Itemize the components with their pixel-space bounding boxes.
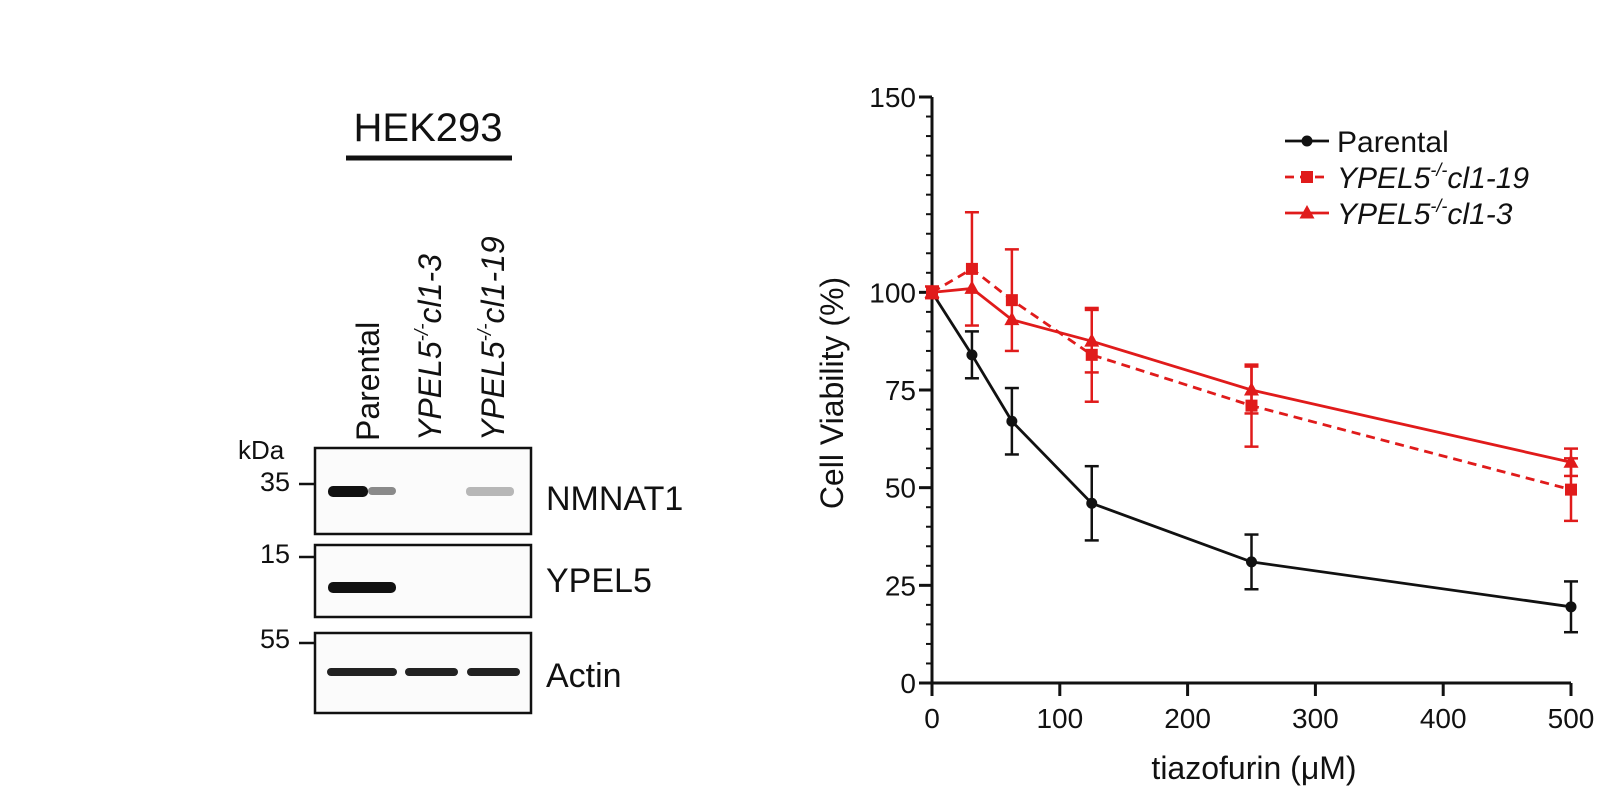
legend-label-tail: cl1-19	[1447, 162, 1529, 195]
lane-label-cl1-3: YPEL5-/-cl1-3	[412, 254, 448, 441]
band	[405, 668, 458, 676]
data-point	[966, 349, 978, 361]
y-tick-label: 25	[885, 570, 916, 601]
legend-label-main: Parental	[1337, 126, 1449, 159]
legend-entry: YPEL5-/-cl1-3	[1285, 196, 1513, 231]
blot-panel-actin: 55 Actin	[260, 624, 622, 715]
data-point	[1084, 333, 1100, 347]
legend-label-main: YPEL5	[1337, 198, 1431, 231]
band	[466, 487, 514, 496]
x-tick-label: 100	[1036, 703, 1083, 734]
lane-label-sup: -/-	[412, 323, 433, 341]
band	[328, 582, 396, 593]
lane-label-tail: cl1-3	[412, 254, 448, 324]
legend-label: YPEL5-/-cl1-3	[1337, 196, 1513, 231]
lane-label-tail: cl1-19	[475, 236, 511, 323]
data-point	[1006, 415, 1018, 427]
data-point	[1565, 483, 1577, 496]
y-tick-label: 150	[869, 82, 916, 113]
y-tick-label: 100	[869, 277, 916, 308]
legend-marker	[1299, 205, 1315, 219]
data-point	[1563, 454, 1579, 468]
blot-panel-ypel5: 15 YPEL5	[260, 539, 652, 619]
legend-label: YPEL5-/-cl1-19	[1337, 160, 1529, 195]
series-line	[931, 267, 1572, 491]
legend-label-tail: cl1-3	[1447, 198, 1512, 231]
y-tick-label: 50	[885, 473, 916, 504]
legend-entry: YPEL5-/-cl1-19	[1285, 160, 1529, 195]
legend-entry: Parental	[1285, 126, 1449, 159]
band	[327, 668, 397, 676]
protein-label: NMNAT1	[546, 480, 683, 518]
svg-text:Parental: Parental	[350, 322, 386, 441]
lane-label-cl1-19: YPEL5-/-cl1-19	[475, 236, 511, 441]
data-point	[924, 284, 940, 298]
mw-marker: 15	[260, 539, 290, 569]
lane-label-main: YPEL5	[412, 341, 448, 441]
band	[328, 486, 368, 497]
x-axis-label: tiazofurin (μM)	[1151, 750, 1356, 786]
cell-line-title: HEK293	[354, 106, 503, 150]
mw-marker: 35	[260, 467, 290, 497]
band	[368, 487, 396, 495]
x-tick-label: 500	[1548, 703, 1595, 734]
series-2	[924, 280, 1579, 478]
series-line	[930, 291, 1572, 609]
series-line	[931, 286, 1572, 464]
kda-label: kDa	[238, 435, 285, 465]
data-point	[964, 280, 980, 294]
data-point	[1565, 601, 1577, 613]
protein-label: Actin	[546, 657, 622, 695]
lane-label-parental: Parental	[350, 322, 386, 441]
lane-label-main: YPEL5	[475, 341, 511, 441]
x-tick-label: 0	[924, 703, 940, 734]
legend-marker	[1301, 171, 1313, 183]
blot-frame	[313, 543, 533, 619]
data-point	[1086, 497, 1098, 509]
band	[467, 668, 520, 676]
y-axis-label: Cell Viability (%)	[814, 277, 850, 509]
series-layer	[924, 210, 1579, 634]
x-tick-label: 400	[1420, 703, 1467, 734]
western-blot: HEK293 Parental YPEL5-/-cl1-3 YPEL5-/-cl…	[238, 106, 683, 715]
legend-label-main: YPEL5	[1337, 162, 1431, 195]
series-0	[926, 286, 1578, 634]
lane-label-sup: -/-	[475, 323, 496, 341]
data-point	[965, 262, 978, 275]
data-point	[1005, 294, 1018, 307]
svg-text:YPEL5-/-cl1-3: YPEL5-/-cl1-3	[412, 254, 448, 441]
data-point	[1246, 556, 1257, 568]
lane-label-main: Parental	[350, 322, 386, 441]
data-point	[1004, 311, 1020, 326]
x-tick-label: 300	[1292, 703, 1339, 734]
legend-label: Parental	[1337, 126, 1449, 159]
y-tick-label: 0	[900, 668, 916, 699]
svg-text:YPEL5-/-cl1-19: YPEL5-/-cl1-19	[475, 236, 511, 441]
legend-label-sup: -/-	[1430, 196, 1447, 216]
x-tick-label: 200	[1164, 703, 1211, 734]
data-point	[1244, 382, 1259, 396]
protein-label: YPEL5	[546, 562, 652, 600]
y-tick-label: 75	[885, 375, 916, 406]
blot-panel-nmnat1: 35 NMNAT1	[260, 446, 683, 536]
legend-label-sup: -/-	[1430, 160, 1447, 180]
axes: 0 25 50 75 100 150 0 100 200 300 400 500	[869, 82, 1594, 734]
mw-marker: 55	[260, 624, 290, 654]
legend-marker	[1301, 135, 1313, 147]
